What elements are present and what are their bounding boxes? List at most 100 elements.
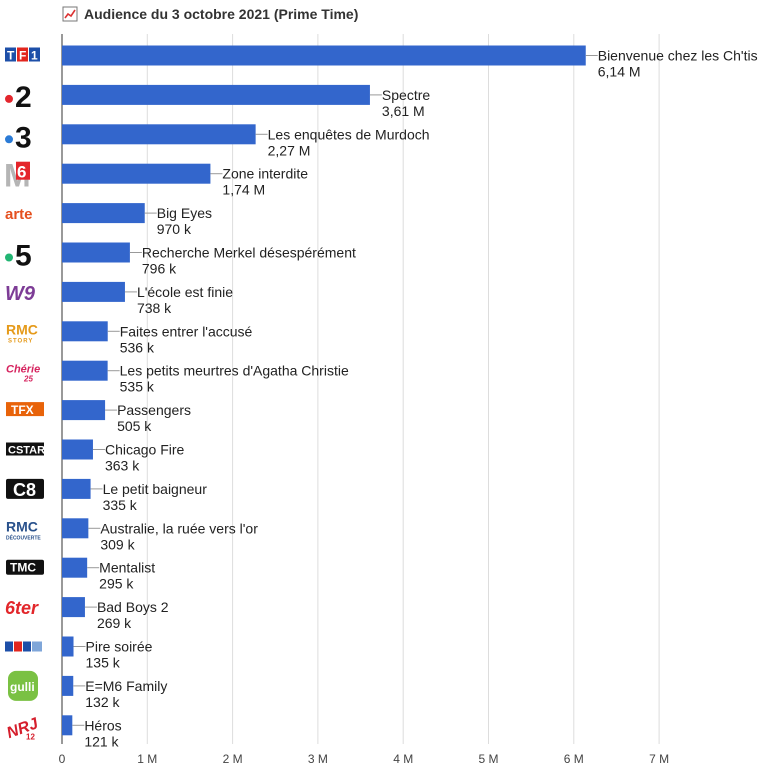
bar-value-label: 2,27 M [268, 142, 311, 158]
france2-logo: 2 [5, 81, 32, 114]
x-tick-label: 2 M [223, 752, 243, 766]
svg-text:2: 2 [15, 81, 32, 114]
bar-value-label: 335 k [103, 497, 138, 513]
bar[interactable] [62, 557, 88, 578]
c8-logo: C8 [6, 478, 44, 500]
bar[interactable] [62, 478, 91, 499]
grid-lines [61, 34, 660, 744]
x-tick-label: 0 [59, 752, 66, 766]
tmc-logo: TMC [6, 559, 44, 575]
m6-logo: M6 [4, 158, 31, 194]
svg-text:T: T [7, 49, 15, 63]
france5-logo: 5 [5, 240, 32, 273]
bar-program-label: Bad Boys 2 [97, 599, 169, 615]
x-tick-label: 6 M [564, 752, 584, 766]
bar-value-label: 132 k [85, 694, 120, 710]
bar[interactable] [62, 45, 586, 66]
chart-title: Audience du 3 octobre 2021 (Prime Time) [84, 6, 359, 22]
bar-program-label: Mentalist [99, 560, 155, 576]
arte-logo: arte [5, 206, 33, 223]
bar-program-label: Les enquêtes de Murdoch [268, 126, 430, 142]
bar[interactable] [62, 597, 85, 618]
svg-text:CSTAR: CSTAR [8, 445, 45, 457]
gulli-logo: gulli [8, 670, 38, 701]
x-tick-label: 5 M [478, 752, 498, 766]
chart-header: Audience du 3 octobre 2021 (Prime Time) [62, 4, 358, 24]
svg-text:DÉCOUVERTE: DÉCOUVERTE [6, 533, 41, 541]
bar-program-label: Zone interdite [222, 166, 308, 182]
bar[interactable] [62, 518, 89, 539]
svg-text:6: 6 [17, 163, 26, 182]
svg-text:C8: C8 [13, 480, 36, 500]
x-tick-label: 4 M [393, 752, 413, 766]
w9-logo: W9 [5, 283, 36, 305]
bar-program-label: Faites entrer l'accusé [120, 323, 253, 339]
bar-value-label: 295 k [99, 576, 134, 592]
svg-text:TFX: TFX [11, 403, 34, 417]
svg-text:NRJ: NRJ [5, 715, 42, 742]
bar[interactable] [62, 675, 74, 696]
bar[interactable] [62, 84, 370, 105]
bar-value-label: 3,61 M [382, 103, 425, 119]
x-tick-label: 7 M [649, 752, 669, 766]
bar-value-label: 535 k [120, 379, 155, 395]
svg-text:TMC: TMC [10, 561, 36, 575]
bar-program-label: Passengers [117, 402, 191, 418]
bar[interactable] [62, 242, 130, 263]
bar[interactable] [62, 203, 145, 224]
svg-text:RMC: RMC [6, 321, 38, 337]
svg-text:12: 12 [26, 732, 35, 741]
svg-text:F: F [19, 49, 26, 63]
x-tick-labels: 0 1 M 2 M 3 M 4 M 5 M 6 M 7 M [59, 752, 669, 766]
bar[interactable] [62, 400, 106, 421]
bar-value-label: 970 k [157, 221, 192, 237]
cstar-logo: CSTAR [6, 442, 45, 457]
bar-value-label: 135 k [86, 655, 121, 671]
bar-value-label: 121 k [84, 733, 119, 749]
line-chart-icon [62, 6, 78, 22]
bar[interactable] [62, 124, 256, 145]
svg-text:gulli: gulli [10, 680, 35, 694]
bar-value-label: 505 k [117, 418, 152, 434]
bar-value-label: 269 k [97, 615, 132, 631]
svg-text:6ter: 6ter [5, 598, 39, 618]
bar-program-label: Recherche Merkel désespérément [142, 245, 356, 261]
svg-text:W9: W9 [5, 283, 36, 305]
svg-text:arte: arte [5, 206, 33, 223]
6ter-logo: 6ter [5, 598, 39, 618]
bar-program-label: Chicago Fire [105, 442, 185, 458]
bar-program-label: Pire soirée [86, 639, 153, 655]
svg-text:RMC: RMC [6, 518, 38, 534]
svg-text:5: 5 [15, 240, 32, 273]
bar-value-label: 6,14 M [598, 64, 641, 80]
france3-logo: 3 [5, 121, 32, 154]
bar[interactable] [62, 163, 211, 184]
svg-text:1: 1 [31, 49, 38, 63]
bar[interactable] [62, 715, 73, 736]
bar[interactable] [62, 321, 108, 342]
tfx-logo: TFX [6, 402, 44, 417]
x-tick-label: 3 M [308, 752, 328, 766]
bar-program-label: Australie, la ruée vers l'or [100, 520, 258, 536]
bar-value-label: 309 k [100, 536, 135, 552]
svg-text:25: 25 [23, 375, 33, 384]
bar[interactable] [62, 281, 125, 302]
bar-value-label: 536 k [120, 339, 155, 355]
bar-program-label: Les petits meurtres d'Agatha Christie [120, 363, 349, 379]
bar-program-label: L'école est finie [137, 284, 233, 300]
bar-program-label: Le petit baigneur [103, 481, 208, 497]
svg-text:Chérie: Chérie [6, 364, 40, 376]
bar-value-label: 363 k [105, 458, 140, 474]
bar-program-label: Bienvenue chez les Ch'tis [598, 48, 758, 64]
bar-value-label: 1,74 M [222, 182, 265, 198]
bar[interactable] [62, 439, 93, 460]
bar[interactable] [62, 636, 74, 657]
bar[interactable] [62, 360, 108, 381]
svg-text:3: 3 [15, 121, 32, 154]
